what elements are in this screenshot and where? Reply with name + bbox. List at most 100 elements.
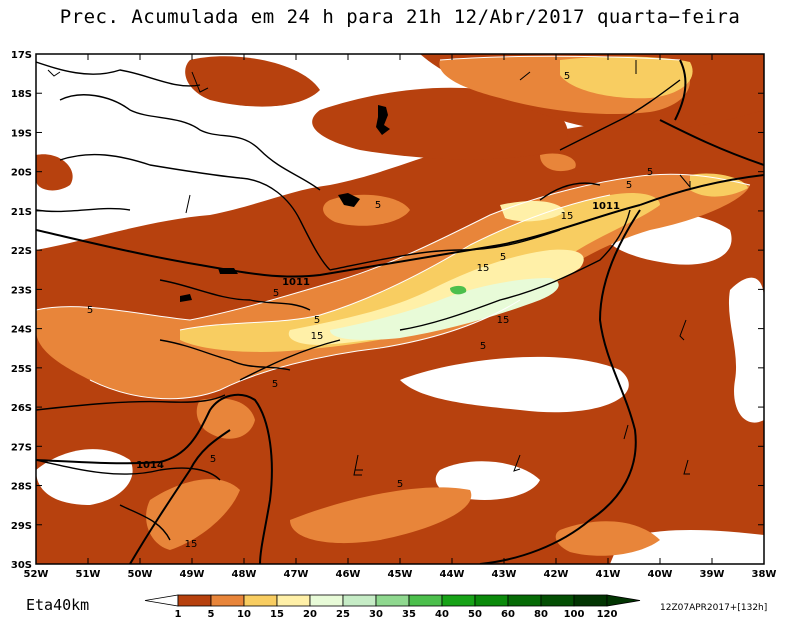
precip-region — [330, 278, 559, 340]
lat-label: 17S — [11, 50, 32, 61]
contour-label: 5 — [210, 454, 216, 465]
contour-label: 5 — [375, 200, 381, 211]
colorbar-segment — [309, 594, 344, 607]
colorbar-segment — [177, 594, 212, 607]
lakes — [180, 105, 390, 302]
contour-label: 5 — [647, 167, 653, 178]
dry-area — [728, 277, 764, 423]
lat-label: 22S — [11, 246, 32, 257]
lat-label: 23S — [11, 285, 32, 296]
lat-label: 19S — [11, 128, 32, 139]
colorbar-segment — [276, 594, 311, 607]
colorbar-label: 100 — [564, 609, 585, 618]
latitude-axis: 17S 18S 19S 20S 21S 22S 23S 24S 25S 26S 27S 28S 29S 3… — [11, 50, 764, 571]
colorbar-label: 15 — [270, 609, 284, 618]
colorbar-label: 5 — [208, 609, 215, 618]
colorbar-segment — [375, 594, 410, 607]
precip-contours — [36, 55, 751, 400]
lon-label: 50W — [128, 569, 153, 580]
lat-label: 20S — [11, 168, 32, 179]
colorbar-label: 20 — [303, 609, 317, 618]
lat-label: 28S — [11, 482, 32, 493]
precip-region — [290, 487, 472, 544]
lon-label: 48W — [232, 569, 257, 580]
lon-label: 46W — [336, 569, 361, 580]
lon-label: 41W — [596, 569, 621, 580]
contour-label: 5 — [314, 315, 320, 326]
colorbar-segment — [573, 594, 608, 607]
contour-label: 5 — [480, 341, 486, 352]
contour-label: 15 — [185, 539, 198, 550]
precip-region — [36, 154, 73, 191]
colorbar-segment — [540, 594, 575, 607]
colorbar-label: 50 — [468, 609, 482, 618]
lon-label: 44W — [440, 569, 465, 580]
contour-label: 5 — [564, 71, 570, 82]
colorbar-segment — [408, 594, 443, 607]
colorbar: 1 5 10 15 20 25 30 35 40 50 60 80 100 120 — [144, 594, 641, 618]
precip-region — [312, 87, 568, 160]
colorbar-segment — [507, 594, 542, 607]
lat-label: 29S — [11, 521, 32, 532]
dry-area — [400, 356, 629, 413]
lat-label: 27S — [11, 442, 32, 453]
lon-label: 43W — [492, 569, 517, 580]
lat-label: 26S — [11, 403, 32, 414]
colorbar-label: 120 — [597, 609, 618, 618]
precip-fields — [36, 54, 764, 564]
lat-label: 24S — [11, 325, 32, 336]
lat-label: 21S — [11, 207, 32, 218]
colorbar-label: 25 — [336, 609, 350, 618]
precip-region — [560, 56, 693, 99]
contour-label: 15 — [477, 263, 490, 274]
colorbar-segment — [210, 594, 245, 607]
colorbar-segment — [144, 594, 179, 607]
lon-label: 52W — [24, 569, 49, 580]
lon-label: 40W — [648, 569, 673, 580]
contour-label: 15 — [311, 331, 324, 342]
lon-label: 42W — [544, 569, 569, 580]
lon-label: 39W — [700, 569, 725, 580]
precip-region — [450, 285, 467, 295]
isobar-label: 1014 — [136, 460, 164, 471]
lon-label: 47W — [284, 569, 309, 580]
contour-label: 5 — [397, 479, 403, 490]
political-borders — [36, 61, 681, 541]
lon-label: 49W — [180, 569, 205, 580]
contour-label: 15 — [497, 315, 510, 326]
contour-label: 5 — [626, 180, 632, 191]
isobars — [36, 59, 764, 564]
colorbar-label: 10 — [237, 609, 251, 618]
lat-label: 25S — [11, 364, 32, 375]
contour-label: 5 — [273, 288, 279, 299]
lat-label: 18S — [11, 89, 32, 100]
colorbar-segment — [243, 594, 278, 607]
precip-region — [146, 479, 240, 550]
precip-region — [180, 193, 660, 352]
colorbar-label: 30 — [369, 609, 383, 618]
contour-labels: 5 5 5 5 5 5 5 5 5 5 5 5 15 15 15 15 15 1011 1011 1014 — [87, 71, 653, 550]
colorbar-label: 80 — [534, 609, 548, 618]
colorbar-label: 1 — [175, 609, 182, 618]
lat-label: 30S — [11, 560, 32, 571]
lon-label: 45W — [388, 569, 413, 580]
lon-label: 38W — [752, 569, 777, 580]
model-name: Eta40km — [26, 596, 90, 614]
isobar-label: 1011 — [592, 201, 620, 212]
precip-region — [555, 521, 660, 556]
precip-region — [185, 56, 320, 107]
colorbar-label: 40 — [435, 609, 449, 618]
colorbar-label: 35 — [402, 609, 416, 618]
precip-region — [500, 200, 565, 222]
contour-label: 5 — [500, 252, 506, 263]
colorbar-segment — [342, 594, 377, 607]
contour-label: 5 — [272, 379, 278, 390]
isobar-label: 1011 — [282, 277, 310, 288]
colorbar-segment — [474, 594, 509, 607]
precip-region — [540, 153, 576, 172]
contour-label: 15 — [561, 211, 574, 222]
run-info: 12Z07APR2017+[132h] — [660, 603, 768, 613]
colorbar-label: 60 — [501, 609, 515, 618]
precip-region — [288, 249, 584, 345]
